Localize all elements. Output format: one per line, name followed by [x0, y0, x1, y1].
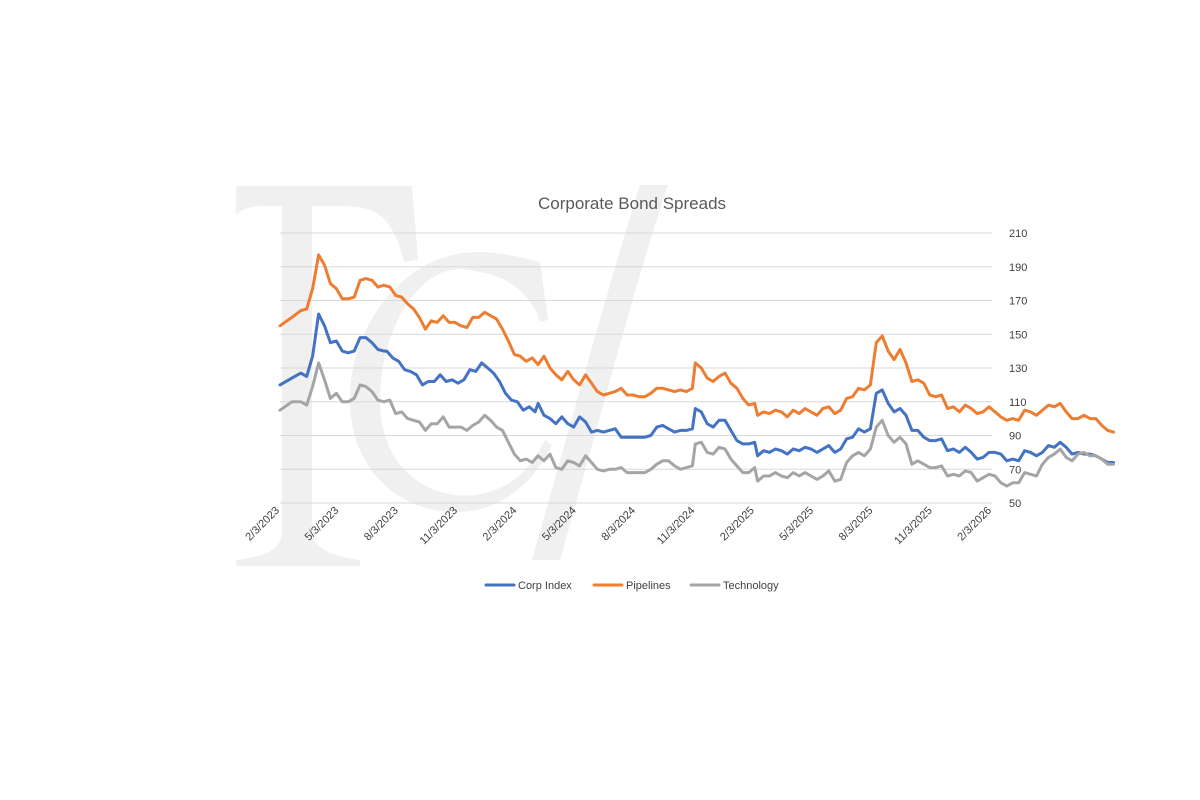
y-tick-label: 210: [1009, 228, 1027, 240]
series-line-corp-index: [278, 312, 1116, 464]
y-tick-label: 110: [1009, 397, 1027, 409]
x-tick-label: 8/3/2024: [599, 505, 638, 544]
y-tick-label: 70: [1009, 464, 1021, 476]
legend-label: Corp Index: [518, 580, 572, 592]
x-tick-label: 11/3/2025: [892, 505, 935, 548]
x-tick-label: 2/3/2026: [955, 505, 994, 544]
y-tick-label: 130: [1009, 363, 1027, 375]
y-axis: 50 70 90 110 130 150 170 190 210: [1009, 228, 1027, 510]
x-tick-label: 2/3/2025: [718, 505, 757, 544]
y-tick-label: 190: [1009, 262, 1027, 274]
x-tick-label: 11/3/2024: [655, 505, 698, 548]
x-tick-label: 2/3/2024: [481, 505, 520, 544]
legend: Corp Index Pipelines Technology: [484, 580, 779, 592]
legend-entry: Pipelines: [592, 580, 671, 592]
x-tick-label: 8/3/2023: [362, 505, 401, 544]
legend-entry: Technology: [689, 580, 779, 592]
y-tick-label: 150: [1009, 329, 1027, 341]
watermark-logo: [236, 185, 668, 566]
series-line-technology: [278, 361, 1116, 488]
legend-label: Pipelines: [626, 580, 671, 592]
x-tick-label: 5/3/2025: [777, 505, 816, 544]
chart-title: Corporate Bond Spreads: [538, 194, 726, 213]
legend-entry: Corp Index: [484, 580, 572, 592]
x-axis: 2/3/2023 5/3/2023 8/3/2023 11/3/2023 2/3/202…: [243, 505, 994, 548]
legend-label: Technology: [723, 580, 779, 592]
y-tick-label: 170: [1009, 296, 1027, 308]
x-tick-label: 2/3/2023: [243, 505, 282, 544]
series-group: [278, 253, 1116, 488]
x-tick-label: 8/3/2025: [837, 505, 876, 544]
x-tick-label: 11/3/2023: [418, 505, 461, 548]
series-line-pipelines: [278, 253, 1116, 434]
y-tick-label: 50: [1009, 498, 1021, 510]
y-tick-label: 90: [1009, 431, 1021, 443]
